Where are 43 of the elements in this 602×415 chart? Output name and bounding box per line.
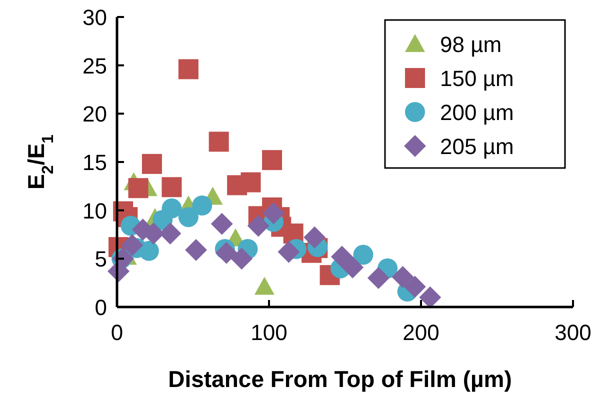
point xyxy=(304,226,326,248)
point xyxy=(208,132,229,152)
legend-label: 150 µm xyxy=(440,66,514,91)
y-tick-label: 25 xyxy=(82,53,107,78)
x-tick-label: 100 xyxy=(250,320,288,345)
point xyxy=(142,154,162,174)
point xyxy=(353,244,374,265)
point xyxy=(121,234,144,256)
point xyxy=(210,212,233,235)
point xyxy=(162,198,182,218)
point xyxy=(404,276,426,298)
point xyxy=(240,172,261,192)
point xyxy=(330,246,353,268)
legend-label: 98 µm xyxy=(440,32,502,57)
y-tick-label: 10 xyxy=(82,198,107,224)
point xyxy=(230,248,253,270)
x-tick-label: 300 xyxy=(554,320,592,345)
y-tick-label: 0 xyxy=(94,295,107,320)
y-tick-label: 15 xyxy=(82,150,107,175)
y-tick-label: 5 xyxy=(94,246,107,272)
point xyxy=(192,196,212,216)
x-tick-label: 200 xyxy=(402,320,440,345)
point xyxy=(262,150,282,170)
point xyxy=(262,202,285,224)
point xyxy=(342,256,364,278)
point xyxy=(162,177,182,198)
y-tick-label: 30 xyxy=(82,5,107,30)
point xyxy=(392,266,414,288)
y-tick-label: 20 xyxy=(82,102,107,127)
point xyxy=(185,238,208,261)
point xyxy=(215,242,238,264)
point xyxy=(419,286,442,308)
point xyxy=(247,214,270,237)
point xyxy=(254,276,274,295)
point xyxy=(178,59,198,80)
point xyxy=(367,267,390,289)
point xyxy=(128,178,148,198)
point xyxy=(178,207,198,228)
x-axis-title: Distance From Top of Film (µm) xyxy=(168,366,512,392)
x-tick-label: 0 xyxy=(110,320,124,345)
legend-label: 200 µm xyxy=(440,100,514,125)
legend-label: 205 µm xyxy=(440,134,514,159)
point xyxy=(278,240,300,263)
